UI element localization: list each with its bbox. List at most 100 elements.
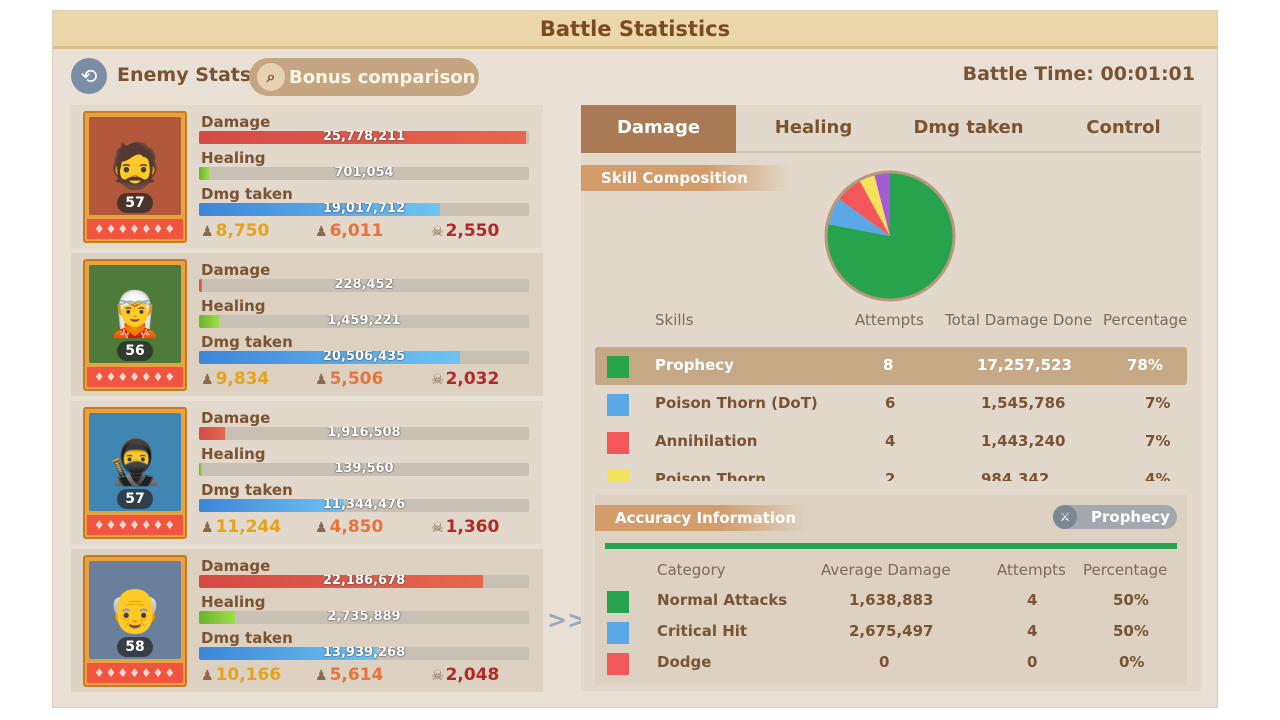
accuracy-swatch: [607, 653, 629, 675]
dmg-taken-bar: 19,017,712: [199, 203, 529, 216]
hero-portrait: 🧔 57 ♦♦♦♦♦♦♦: [83, 111, 187, 243]
assists-icon: ♟: [315, 668, 328, 684]
skill-row-prophecy[interactable]: Prophecy 8 17,257,523 78%: [595, 347, 1187, 385]
deaths-value: 1,360: [445, 517, 500, 537]
damage-label: Damage: [201, 409, 271, 427]
skill-total: 17,257,523: [977, 356, 1072, 374]
dmg-taken-value: 11,344,476: [322, 499, 406, 512]
hero-portrait: 👴 58 ♦♦♦♦♦♦♦: [83, 555, 187, 687]
kills-value: 8,750: [215, 221, 270, 241]
accuracy-skill-name: Prophecy: [1091, 508, 1170, 526]
healing-value: 2,735,889: [327, 611, 401, 624]
tab-healing[interactable]: Healing: [774, 117, 853, 138]
accuracy-attempts: 4: [1027, 591, 1038, 609]
accuracy-row: Dodge 0 0 0%: [595, 649, 1187, 679]
hero-card[interactable]: 👴 58 ♦♦♦♦♦♦♦ Damage 22,186,678 Healing 2…: [71, 549, 543, 692]
accuracy-attempts: 4: [1027, 622, 1038, 640]
accuracy-pct: 50%: [1113, 622, 1149, 640]
dmg-taken-value: 13,939,268: [322, 647, 406, 660]
hero-card[interactable]: 🥷 57 ♦♦♦♦♦♦♦ Damage 1,916,508 Healing 13…: [71, 401, 543, 544]
healing-label: Healing: [201, 445, 266, 463]
dmg-taken-bar: 13,939,268: [199, 647, 529, 660]
skill-swatch: [607, 470, 629, 481]
kills-value: 11,244: [215, 517, 282, 537]
pie-svg: [824, 170, 956, 302]
hero-card[interactable]: 🧔 57 ♦♦♦♦♦♦♦ Damage 25,778,211 Healing 7…: [71, 105, 543, 248]
accuracy-avg: 2,675,497: [849, 622, 934, 640]
skill-composition-header: Skill Composition: [581, 165, 791, 191]
battle-time: Battle Time: 00:01:01: [962, 63, 1195, 85]
kills-value: 9,834: [215, 369, 270, 389]
hero-card[interactable]: 🧝 56 ♦♦♦♦♦♦♦ Damage 228,452 Healing 1,45…: [71, 253, 543, 396]
col-attempts: Attempts: [855, 311, 924, 329]
kills-icon: ♟: [201, 224, 214, 240]
sword-icon: ⚔: [1053, 505, 1077, 529]
healing-value: 139,560: [334, 463, 394, 476]
accuracy-skill-selector[interactable]: ⚔ Prophecy: [1053, 505, 1177, 529]
skill-row[interactable]: Poison Thorn (DoT) 6 1,545,786 7%: [595, 385, 1187, 423]
bonus-comparison-button[interactable]: ⌕ Bonus comparison: [249, 58, 479, 96]
hero-stars: ♦♦♦♦♦♦♦: [87, 663, 183, 683]
healing-label: Healing: [201, 149, 266, 167]
hero-level: 56: [117, 341, 153, 361]
dmg-taken-bar: 20,506,435: [199, 351, 529, 364]
hero-counts: ♟ 11,244 ♟ 4,850 ☠ 1,360: [201, 517, 531, 541]
healing-bar: 701,054: [199, 167, 529, 180]
damage-bar: 228,452: [199, 279, 529, 292]
tab-dmg-taken[interactable]: Dmg taken: [913, 117, 1024, 138]
refresh-icon[interactable]: ⟲: [71, 58, 107, 94]
accuracy-divider: [605, 543, 1177, 549]
enemy-stats-button[interactable]: Enemy Stats: [117, 64, 252, 86]
assists-value: 6,011: [329, 221, 384, 241]
dmg-taken-label: Dmg taken: [201, 481, 293, 499]
hero-level: 58: [117, 637, 153, 657]
accuracy-row: Normal Attacks 1,638,883 4 50%: [595, 587, 1187, 617]
assists-icon: ♟: [315, 520, 328, 536]
accuracy-attempts: 0: [1027, 653, 1038, 671]
stats-panel: Damage Healing Dmg taken Control Skill C…: [581, 105, 1201, 691]
damage-value: 1,916,508: [327, 427, 401, 440]
skill-pct: 78%: [1127, 356, 1163, 374]
deaths-value: 2,550: [445, 221, 500, 241]
damage-bar: 1,916,508: [199, 427, 529, 440]
tab-damage[interactable]: Damage: [581, 105, 736, 153]
skill-row[interactable]: Poison Thorn 2 984,342 4%: [595, 461, 1187, 481]
expand-arrow-icon[interactable]: >>: [547, 606, 588, 634]
skill-total: 1,443,240: [981, 432, 1066, 450]
deaths-value: 2,048: [445, 665, 500, 685]
healing-bar: 1,459,221: [199, 315, 529, 328]
assists-icon: ♟: [315, 224, 328, 240]
skill-swatch: [607, 432, 629, 454]
damage-value: 228,452: [334, 279, 394, 292]
assists-value: 5,614: [329, 665, 384, 685]
skill-list: Prophecy 8 17,257,523 78% Poison Thorn (…: [581, 337, 1201, 481]
hero-avatar-elder: 👴: [89, 561, 181, 659]
skill-pct: 7%: [1145, 432, 1171, 450]
kills-value: 10,166: [215, 665, 282, 685]
skill-name: Annihilation: [655, 432, 758, 450]
accuracy-swatch: [607, 622, 629, 644]
col-category: Category: [657, 561, 726, 579]
healing-bar: 139,560: [199, 463, 529, 476]
accuracy-category: Normal Attacks: [657, 591, 788, 609]
skill-name: Poison Thorn: [655, 470, 766, 481]
skill-attempts: 2: [885, 470, 896, 481]
tab-control[interactable]: Control: [1086, 117, 1161, 138]
skill-row[interactable]: Annihilation 4 1,443,240 7%: [595, 423, 1187, 461]
dmg-taken-label: Dmg taken: [201, 333, 293, 351]
hero-portrait: 🥷 57 ♦♦♦♦♦♦♦: [83, 407, 187, 539]
col-percentage: Percentage: [1083, 561, 1168, 579]
healing-value: 1,459,221: [327, 315, 401, 328]
dmg-taken-label: Dmg taken: [201, 185, 293, 203]
damage-value: 25,778,211: [322, 131, 406, 144]
magnifier-icon: ⌕: [257, 63, 285, 91]
dmg-taken-value: 20,506,435: [322, 351, 406, 364]
damage-label: Damage: [201, 557, 271, 575]
deaths-value: 2,032: [445, 369, 500, 389]
pie-slice-annihilation: [838, 179, 890, 236]
hero-stars: ♦♦♦♦♦♦♦: [87, 367, 183, 387]
dmg-taken-bar: 11,344,476: [199, 499, 529, 512]
dmg-taken-value: 19,017,712: [322, 203, 406, 216]
col-average-damage: Average Damage: [821, 561, 951, 579]
assists-value: 5,506: [329, 369, 384, 389]
